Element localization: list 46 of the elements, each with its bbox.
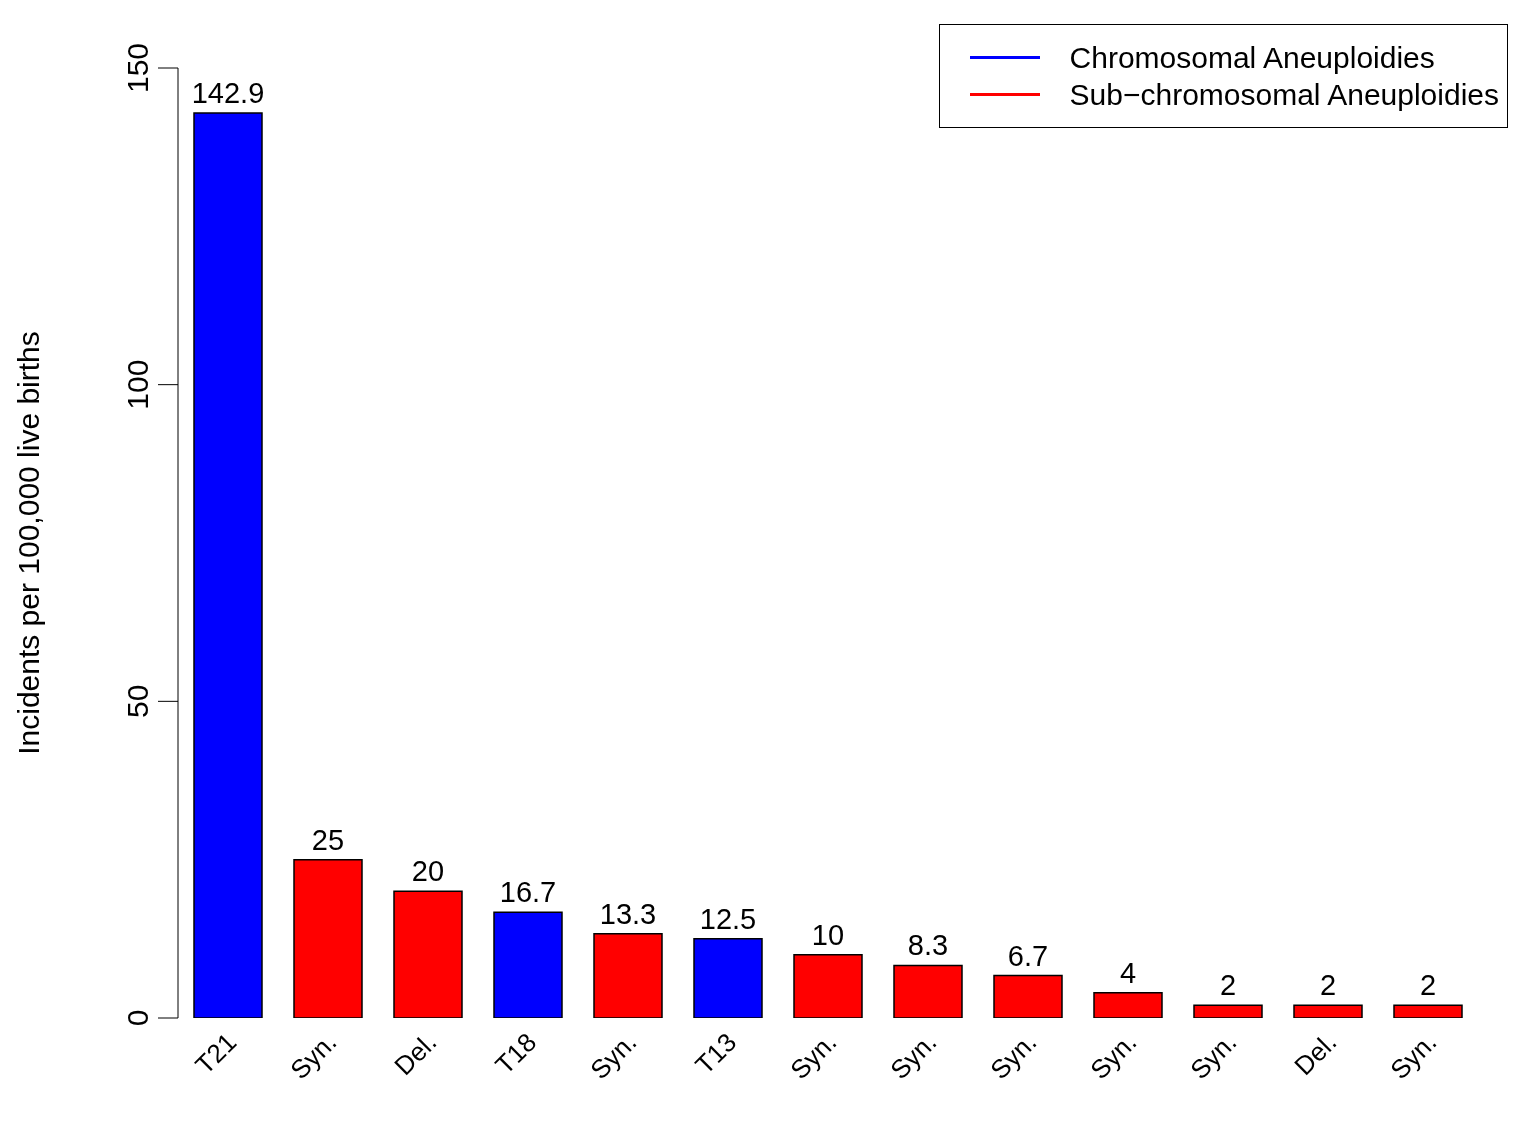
data-label: 2 — [1419, 969, 1437, 1002]
data-label: 2 — [1219, 969, 1237, 1002]
x-tick-label: Syn. — [984, 1027, 1043, 1086]
data-label: 20 — [411, 855, 445, 888]
bar — [693, 938, 763, 1018]
legend-label: Sub−chromosomal Aneuploidies — [1069, 77, 1499, 113]
data-label: 10 — [811, 918, 845, 951]
bar — [493, 911, 563, 1018]
data-label: 13.3 — [599, 897, 657, 930]
x-tick-label: Syn. — [284, 1027, 343, 1086]
data-label: 2 — [1319, 969, 1337, 1002]
bar — [1193, 1004, 1263, 1018]
data-label: 16.7 — [499, 876, 557, 909]
data-label: 4 — [1119, 956, 1137, 989]
bar — [1393, 1004, 1463, 1018]
bar — [1293, 1004, 1363, 1018]
data-label: 6.7 — [1007, 939, 1049, 972]
x-tick-label: Syn. — [884, 1027, 943, 1086]
x-tick-label: T18 — [489, 1027, 543, 1080]
y-tick-label: 50 — [121, 684, 154, 719]
bar — [593, 933, 663, 1018]
data-label: 12.5 — [699, 902, 757, 935]
bar — [393, 890, 463, 1018]
bar — [293, 858, 363, 1018]
y-tick-label: 150 — [121, 42, 154, 94]
bar — [1093, 991, 1163, 1018]
x-tick-label: T13 — [689, 1027, 743, 1080]
x-tick-label: Syn. — [584, 1027, 643, 1086]
data-label: 8.3 — [907, 929, 949, 962]
bar — [193, 112, 263, 1018]
x-tick-label: Syn. — [1084, 1027, 1143, 1086]
data-label: 142.9 — [191, 76, 265, 109]
bar — [893, 964, 963, 1018]
x-tick-label: Syn. — [1384, 1027, 1443, 1086]
y-tick-label: 100 — [121, 359, 154, 410]
legend-label: Chromosomal Aneuploidies — [1069, 40, 1435, 76]
data-label: 25 — [311, 823, 345, 856]
bar — [993, 974, 1063, 1018]
x-tick-label: Del. — [388, 1027, 443, 1081]
x-tick-label: Syn. — [1184, 1027, 1243, 1086]
x-tick-label: T21 — [189, 1027, 243, 1080]
y-tick-label: 0 — [121, 1009, 154, 1027]
y-axis-title: Incidents per 100,000 live births — [11, 331, 45, 755]
bar — [793, 953, 863, 1018]
x-tick-label: Syn. — [784, 1027, 843, 1086]
x-tick-label: Del. — [1288, 1027, 1343, 1081]
